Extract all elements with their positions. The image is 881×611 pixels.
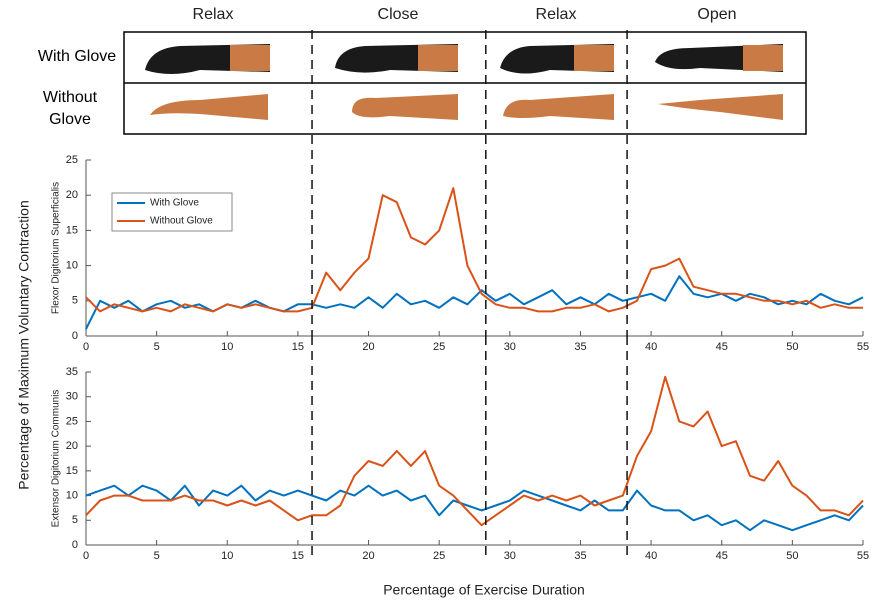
legend-label: With Glove bbox=[150, 198, 199, 209]
x-axis-title: Percentage of Exercise Duration bbox=[383, 582, 585, 598]
phase-label: Relax bbox=[536, 6, 577, 23]
subplot-y-title: Extensor Digitorium Communis bbox=[51, 390, 62, 528]
x-tick-label: 35 bbox=[574, 341, 586, 353]
y-tick-label: 20 bbox=[66, 440, 78, 452]
x-tick-label: 45 bbox=[716, 341, 728, 353]
x-tick-label: 30 bbox=[504, 550, 516, 562]
y-tick-label: 0 bbox=[72, 330, 78, 342]
y-tick-label: 10 bbox=[66, 489, 78, 501]
x-tick-label: 55 bbox=[857, 550, 869, 562]
series-line bbox=[85, 375, 864, 527]
forearm bbox=[418, 45, 458, 71]
legend-label: Without Glove bbox=[150, 216, 213, 227]
x-tick-label: 5 bbox=[154, 341, 160, 353]
x-tick-label: 55 bbox=[857, 341, 869, 353]
x-tick-label: 50 bbox=[786, 550, 798, 562]
x-tick-label: 15 bbox=[292, 550, 304, 562]
x-tick-label: 10 bbox=[221, 341, 233, 353]
y-tick-label: 5 bbox=[72, 514, 78, 526]
forearm bbox=[743, 45, 783, 71]
x-tick-label: 20 bbox=[362, 550, 374, 562]
y-tick-label: 10 bbox=[66, 260, 78, 272]
row-label: With Glove bbox=[37, 48, 117, 65]
y-tick-label: 0 bbox=[72, 539, 78, 551]
x-tick-label: 0 bbox=[83, 341, 89, 353]
y-tick-label: 25 bbox=[66, 154, 78, 166]
bare-hand bbox=[352, 94, 458, 120]
series-line bbox=[85, 187, 863, 313]
x-tick-label: 0 bbox=[83, 550, 89, 562]
bare-hand bbox=[503, 94, 614, 120]
x-tick-label: 25 bbox=[433, 550, 445, 562]
y-tick-label: 5 bbox=[72, 295, 78, 307]
x-tick-label: 50 bbox=[786, 341, 798, 353]
x-tick-label: 45 bbox=[716, 550, 728, 562]
y-axis-title: Percentage of Maximum Voluntary Contract… bbox=[16, 200, 32, 489]
bare-hand bbox=[658, 94, 783, 120]
y-tick-label: 25 bbox=[66, 415, 78, 427]
x-tick-label: 5 bbox=[154, 550, 160, 562]
legend-box bbox=[111, 192, 233, 232]
y-tick-label: 15 bbox=[66, 224, 78, 236]
bare-hand bbox=[150, 94, 268, 120]
x-tick-label: 20 bbox=[362, 341, 374, 353]
phase-label: Relax bbox=[193, 6, 234, 23]
y-tick-label: 15 bbox=[66, 465, 78, 477]
x-tick-label: 40 bbox=[645, 550, 657, 562]
x-tick-label: 10 bbox=[221, 550, 233, 562]
x-tick-label: 15 bbox=[292, 341, 304, 353]
forearm bbox=[230, 45, 270, 71]
y-tick-label: 35 bbox=[66, 366, 78, 378]
x-tick-label: 35 bbox=[574, 550, 586, 562]
x-tick-label: 40 bbox=[645, 341, 657, 353]
forearm bbox=[574, 45, 614, 71]
series-line bbox=[85, 484, 864, 532]
row-label: Without Glove bbox=[42, 89, 98, 128]
phase-label: Open bbox=[697, 6, 736, 23]
y-tick-label: 20 bbox=[66, 189, 78, 201]
y-tick-label: 30 bbox=[66, 391, 78, 403]
hand-images bbox=[145, 44, 783, 120]
x-tick-label: 25 bbox=[433, 341, 445, 353]
series-line bbox=[85, 275, 864, 330]
subplot-y-title: Flexor Digitorium Superficialis bbox=[51, 182, 62, 314]
phase-label: Close bbox=[378, 6, 419, 23]
x-tick-label: 30 bbox=[504, 341, 516, 353]
